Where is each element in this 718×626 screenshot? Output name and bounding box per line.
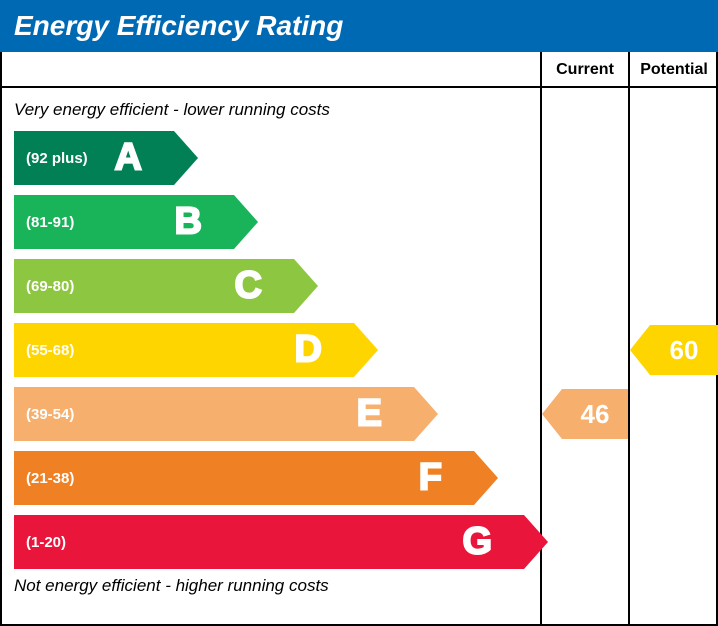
band-letter-b: B: [175, 201, 202, 244]
band-bar-d: (55-68) D: [14, 323, 354, 377]
band-arrow-b: [234, 195, 258, 249]
band-letter-d: D: [295, 329, 322, 372]
chart-body: Very energy efficient - lower running co…: [2, 88, 540, 604]
epc-chart: Energy Efficiency Rating Very energy eff…: [0, 0, 718, 619]
band-range-f: (21-38): [14, 470, 74, 487]
note-top: Very energy efficient - lower running co…: [14, 100, 528, 120]
band-row-e: (39-54) E: [14, 384, 528, 444]
chart-grid: Very energy efficient - lower running co…: [0, 52, 718, 626]
current-marker: 46: [542, 389, 628, 439]
band-range-d: (55-68): [14, 342, 74, 359]
band-letter-e: E: [357, 393, 382, 436]
band-range-g: (1-20): [14, 534, 66, 551]
band-arrow-d: [354, 323, 378, 377]
potential-marker-arrow: [630, 325, 650, 375]
band-arrow-e: [414, 387, 438, 441]
header-empty: [2, 52, 540, 88]
note-bottom: Not energy efficient - higher running co…: [14, 576, 528, 596]
band-row-f: (21-38) F: [14, 448, 528, 508]
band-letter-c: C: [235, 265, 262, 308]
potential-marker-value: 60: [650, 325, 718, 375]
band-arrow-f: [474, 451, 498, 505]
band-bar-b: (81-91) B: [14, 195, 234, 249]
potential-marker: 60: [630, 325, 718, 375]
band-bar-c: (69-80) C: [14, 259, 294, 313]
band-arrow-c: [294, 259, 318, 313]
current-marker-host: 46: [542, 88, 628, 624]
band-bar-f: (21-38) F: [14, 451, 474, 505]
current-column: Current 46: [542, 52, 630, 624]
band-arrow-a: [174, 131, 198, 185]
band-range-c: (69-80): [14, 278, 74, 295]
band-letter-f: F: [419, 457, 442, 500]
title-bar: Energy Efficiency Rating: [0, 0, 718, 52]
band-range-e: (39-54): [14, 406, 74, 423]
potential-marker-host: 60: [630, 88, 718, 624]
band-bar-a: (92 plus) A: [14, 131, 174, 185]
bands-column: Very energy efficient - lower running co…: [2, 52, 542, 624]
band-row-c: (69-80) C: [14, 256, 528, 316]
header-potential: Potential: [630, 52, 718, 88]
band-row-b: (81-91) B: [14, 192, 528, 252]
band-letter-a: A: [115, 137, 142, 180]
title-text: Energy Efficiency Rating: [14, 10, 343, 41]
band-bar-g: (1-20) G: [14, 515, 524, 569]
current-marker-arrow: [542, 389, 562, 439]
band-row-g: (1-20) G: [14, 512, 528, 572]
band-row-a: (92 plus) A: [14, 128, 528, 188]
band-range-b: (81-91): [14, 214, 74, 231]
header-current: Current: [542, 52, 628, 88]
current-marker-value: 46: [562, 389, 628, 439]
band-letter-g: G: [462, 521, 492, 564]
band-row-d: (55-68) D: [14, 320, 528, 380]
potential-column: Potential 60: [630, 52, 718, 624]
band-range-a: (92 plus): [14, 150, 88, 167]
bands-host: (92 plus) A (81-91) B (69-80) C (55-68) D (39-54…: [14, 128, 528, 572]
band-bar-e: (39-54) E: [14, 387, 414, 441]
